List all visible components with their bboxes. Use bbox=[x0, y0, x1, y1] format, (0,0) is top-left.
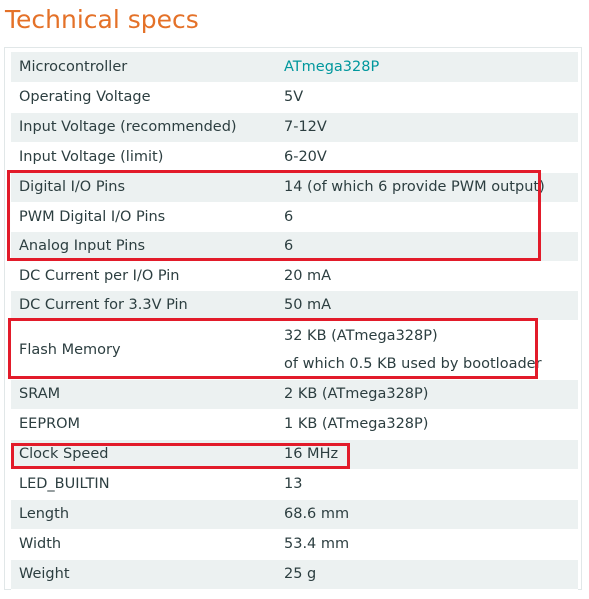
spec-label: Operating Voltage bbox=[11, 82, 276, 113]
table-row: LED_BUILTIN 13 bbox=[11, 469, 578, 500]
table-row: Microcontroller ATmega328P bbox=[11, 52, 578, 83]
spec-value: 5V bbox=[276, 82, 578, 113]
spec-label: Width bbox=[11, 529, 276, 560]
spec-value: 68.6 mm bbox=[276, 499, 578, 530]
table-row: Input Voltage (limit) 6-20V bbox=[11, 142, 578, 173]
spec-label: Input Voltage (recommended) bbox=[11, 112, 276, 143]
spec-value: 6-20V bbox=[276, 142, 578, 173]
spec-label: SRAM bbox=[11, 379, 276, 410]
table-row: EEPROM 1 KB (ATmega328P) bbox=[11, 409, 578, 440]
spec-label: DC Current for 3.3V Pin bbox=[11, 290, 276, 321]
spec-label: Clock Speed bbox=[11, 439, 276, 470]
spec-value-note: of which 0.5 KB used by bootloader bbox=[284, 355, 542, 372]
table-row: Analog Input Pins 6 bbox=[11, 231, 578, 262]
table-row: DC Current per I/O Pin 20 mA bbox=[11, 261, 578, 291]
spec-value: 53.4 mm bbox=[276, 529, 578, 560]
spec-value: 7-12V bbox=[276, 112, 578, 143]
spec-label: Digital I/O Pins bbox=[11, 172, 276, 203]
spec-label: DC Current per I/O Pin bbox=[11, 261, 276, 291]
spec-value: 20 mA bbox=[276, 261, 578, 291]
table-row: DC Current for 3.3V Pin 50 mA bbox=[11, 290, 578, 321]
table-row: Input Voltage (recommended) 7-12V bbox=[11, 112, 578, 143]
spec-value: 32 KB (ATmega328P) bbox=[284, 327, 438, 344]
spec-label: EEPROM bbox=[11, 409, 276, 440]
table-row: SRAM 2 KB (ATmega328P) bbox=[11, 379, 578, 410]
table-row: Length 68.6 mm bbox=[11, 499, 578, 530]
spec-label: Length bbox=[11, 499, 276, 530]
spec-value: 13 bbox=[276, 469, 578, 500]
spec-value: 50 mA bbox=[276, 290, 578, 321]
page-title: Technical specs bbox=[5, 5, 199, 34]
spec-label: Flash Memory bbox=[11, 320, 276, 380]
microcontroller-link[interactable]: ATmega328P bbox=[284, 58, 380, 75]
spec-value: 14 (of which 6 provide PWM output) bbox=[276, 172, 578, 203]
table-row: Weight 25 g bbox=[11, 559, 578, 590]
specs-table: Microcontroller ATmega328P Operating Vol… bbox=[11, 52, 578, 590]
table-row: Width 53.4 mm bbox=[11, 529, 578, 560]
table-row: Flash Memory 32 KB (ATmega328P) of which… bbox=[11, 320, 578, 380]
spec-label: Input Voltage (limit) bbox=[11, 142, 276, 173]
spec-label: Weight bbox=[11, 559, 276, 590]
spec-label: Analog Input Pins bbox=[11, 231, 276, 262]
spec-label: Microcontroller bbox=[11, 52, 276, 83]
spec-label: PWM Digital I/O Pins bbox=[11, 202, 276, 232]
table-row: Operating Voltage 5V bbox=[11, 82, 578, 113]
spec-value: 16 MHz bbox=[276, 439, 578, 470]
spec-value: 2 KB (ATmega328P) bbox=[276, 379, 578, 410]
spec-value: 1 KB (ATmega328P) bbox=[276, 409, 578, 440]
table-row: Digital I/O Pins 14 (of which 6 provide … bbox=[11, 172, 578, 203]
spec-value: 6 bbox=[276, 202, 578, 232]
spec-value: 6 bbox=[276, 231, 578, 262]
table-row: Clock Speed 16 MHz bbox=[11, 439, 578, 470]
table-row: PWM Digital I/O Pins 6 bbox=[11, 202, 578, 232]
specs-table-container: Microcontroller ATmega328P Operating Vol… bbox=[4, 47, 582, 590]
spec-value: 25 g bbox=[276, 559, 578, 590]
spec-label: LED_BUILTIN bbox=[11, 469, 276, 500]
